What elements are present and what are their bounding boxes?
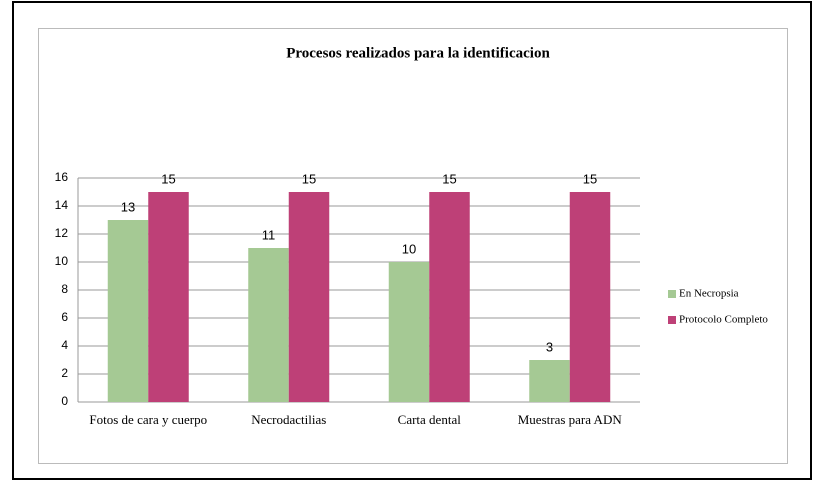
y-tick-label: 0 xyxy=(61,394,68,408)
data-label: 15 xyxy=(583,171,597,186)
bar xyxy=(388,262,430,402)
legend-label: Protocolo Completo xyxy=(679,314,768,326)
page-frame xyxy=(12,1,812,480)
y-tick-label: 2 xyxy=(61,366,68,380)
legend-swatch xyxy=(668,290,676,298)
bar xyxy=(148,192,189,402)
bar xyxy=(248,248,289,402)
data-label: 15 xyxy=(302,171,316,186)
chart-title: Procesos realizados para la identificaci… xyxy=(286,45,550,61)
data-label: 3 xyxy=(546,339,553,354)
legend-label: En Necropsia xyxy=(679,288,739,300)
bar xyxy=(288,192,330,402)
bar xyxy=(107,220,149,402)
y-tick-label: 6 xyxy=(61,310,68,324)
y-tick-label: 8 xyxy=(61,282,68,296)
y-tick-label: 16 xyxy=(55,170,69,184)
x-tick-label: Necrodactilias xyxy=(251,412,326,427)
y-tick-label: 10 xyxy=(55,254,69,268)
x-tick-label: Muestras para ADN xyxy=(518,412,623,427)
bar xyxy=(569,192,611,402)
data-label: 15 xyxy=(442,171,456,186)
data-label: 15 xyxy=(161,171,175,186)
bar xyxy=(529,360,570,402)
y-tick-label: 12 xyxy=(55,226,69,240)
x-tick-label: Carta dental xyxy=(398,412,462,427)
data-label: 11 xyxy=(262,227,276,242)
bar xyxy=(429,192,470,402)
y-tick-label: 14 xyxy=(55,198,69,212)
data-label: 13 xyxy=(121,199,135,214)
x-tick-label: Fotos de cara y cuerpo xyxy=(89,412,207,427)
legend-swatch xyxy=(668,316,676,324)
data-label: 10 xyxy=(402,241,416,256)
y-tick-label: 4 xyxy=(61,338,68,352)
